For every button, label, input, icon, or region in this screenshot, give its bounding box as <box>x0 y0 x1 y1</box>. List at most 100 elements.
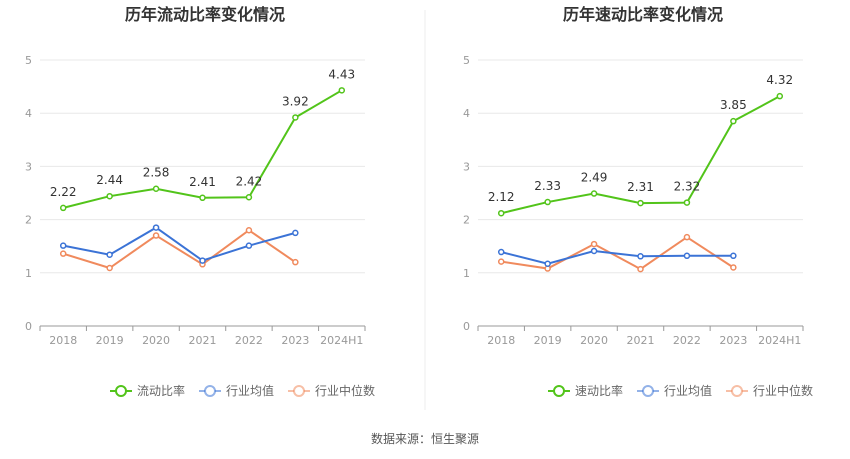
legend-marker <box>115 385 127 397</box>
data-point <box>152 232 160 239</box>
data-point <box>292 114 299 121</box>
x-tick-label: 2022 <box>235 334 263 347</box>
data-point <box>245 226 253 234</box>
series-line-2 <box>62 229 296 270</box>
data-label: 2.49 <box>581 171 608 185</box>
legend-label: 行业均值 <box>664 383 712 398</box>
legend-item-2[interactable]: 行业中位数 <box>726 383 813 398</box>
legend-marker <box>553 385 565 397</box>
x-tick-label: 2021 <box>627 334 655 347</box>
y-tick-label: 0 <box>25 320 32 333</box>
data-label: 2.41 <box>189 175 216 189</box>
x-tick-label: 2022 <box>673 334 701 347</box>
legend-marker <box>293 385 305 397</box>
data-point <box>637 253 644 260</box>
data-point <box>730 264 737 271</box>
current-ratio-panel: 历年流动比率变化情况 0 1 2 3 4 5 2018 2019 2020 2021 2022 2023… <box>25 5 375 398</box>
legend-item-1[interactable]: 行业均值 <box>637 383 712 398</box>
quick-ratio-panel: 历年速动比率变化情况 0 1 2 3 4 5 2018 2019 2020 2021 2022 2023… <box>463 5 813 398</box>
data-point <box>199 194 206 202</box>
legend-item-0[interactable]: 流动比率 <box>110 383 185 398</box>
data-point <box>338 87 346 94</box>
legend-item-0[interactable]: 速动比率 <box>548 383 623 398</box>
data-point <box>544 198 551 206</box>
data-point <box>152 224 160 231</box>
data-label: 2.12 <box>488 190 515 204</box>
x-tick-label: 2019 <box>96 334 124 347</box>
data-point <box>106 264 113 272</box>
legend-marker <box>204 385 216 397</box>
data-point <box>590 247 598 255</box>
series-line-1 <box>500 249 734 265</box>
data-point <box>59 250 67 257</box>
data-point <box>245 194 253 201</box>
data-point <box>637 265 644 273</box>
data-point <box>730 117 737 125</box>
data-label: 2.58 <box>143 166 170 180</box>
y-tick-label: 2 <box>463 214 470 227</box>
data-point <box>152 185 160 192</box>
data-point <box>730 252 737 260</box>
legend-item-1[interactable]: 行业均值 <box>199 383 274 398</box>
data-point <box>292 258 299 266</box>
x-tick-label: 2023 <box>281 334 309 347</box>
data-point <box>683 233 691 241</box>
y-tick-label: 1 <box>463 267 470 280</box>
data-point <box>106 251 113 258</box>
chart-title: 历年流动比率变化情况 <box>125 5 285 24</box>
x-tick-label: 2023 <box>719 334 747 347</box>
data-point <box>497 248 505 256</box>
data-point <box>590 190 598 197</box>
y-tick-label: 5 <box>25 54 32 67</box>
data-point <box>199 257 206 264</box>
series-line-0 <box>500 95 781 215</box>
data-point <box>245 242 253 249</box>
x-tick-label: 2020 <box>580 334 608 347</box>
x-tick-label: 2020 <box>142 334 170 347</box>
legend-item-2[interactable]: 行业中位数 <box>288 383 375 398</box>
data-point <box>292 229 299 237</box>
data-label: 2.33 <box>534 179 561 193</box>
legend-marker <box>731 385 743 397</box>
y-tick-label: 2 <box>25 214 32 227</box>
data-label: 3.92 <box>282 94 309 108</box>
data-label: 2.22 <box>50 185 77 199</box>
data-point <box>683 199 691 206</box>
data-label: 2.32 <box>674 180 701 194</box>
data-point <box>59 242 67 249</box>
data-point <box>776 92 784 100</box>
x-tick-label: 2018 <box>487 334 515 347</box>
x-tick-label: 2019 <box>534 334 562 347</box>
legend-label: 速动比率 <box>575 383 623 398</box>
x-tick-label: 2024H1 <box>758 334 801 347</box>
data-label: 3.85 <box>720 98 747 112</box>
series-line-2 <box>501 235 734 271</box>
data-point <box>544 260 551 268</box>
data-label: 2.31 <box>627 180 654 194</box>
data-point <box>590 240 598 248</box>
data-point <box>59 204 67 212</box>
data-point <box>497 258 505 265</box>
series-line-1 <box>63 226 296 262</box>
y-tick-label: 4 <box>25 107 32 120</box>
legend-label: 行业中位数 <box>753 383 813 398</box>
data-point <box>683 252 691 260</box>
y-tick-label: 1 <box>25 267 32 280</box>
x-tick-label: 2024H1 <box>320 334 363 347</box>
legend-label: 流动比率 <box>137 383 185 398</box>
x-tick-label: 2018 <box>49 334 77 347</box>
data-label: 4.32 <box>766 73 793 87</box>
data-label: 4.43 <box>328 67 355 81</box>
y-tick-label: 3 <box>25 160 32 173</box>
data-source-note: 数据来源：恒生聚源 <box>371 431 479 446</box>
data-label: 2.44 <box>96 173 123 187</box>
data-point <box>637 199 644 207</box>
y-tick-label: 4 <box>463 107 470 120</box>
y-tick-label: 5 <box>463 54 470 67</box>
x-tick-label: 2021 <box>189 334 217 347</box>
legend-marker <box>642 385 654 397</box>
data-point <box>497 209 505 217</box>
legend-label: 行业均值 <box>226 383 274 398</box>
y-tick-label: 3 <box>463 160 470 173</box>
